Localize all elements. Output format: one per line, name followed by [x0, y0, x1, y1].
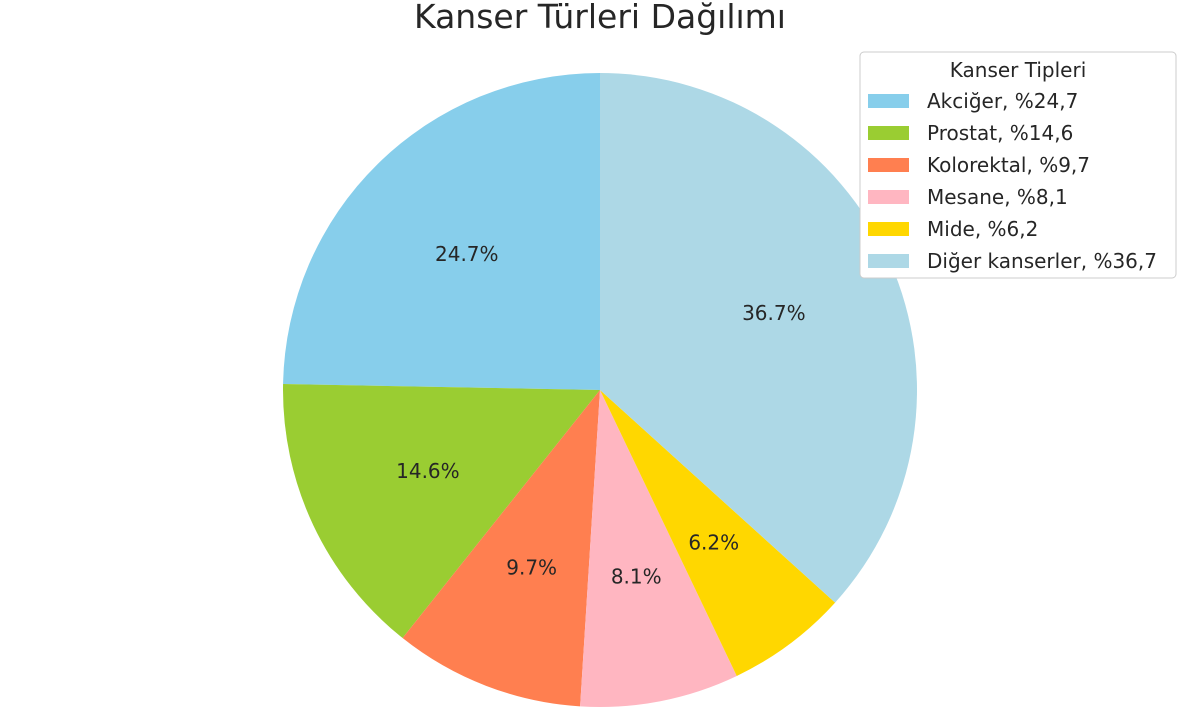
chart-title: Kanser Türleri Dağılımı [414, 0, 786, 36]
legend-swatch [868, 254, 909, 268]
legend-swatch [868, 190, 909, 204]
legend-title: Kanser Tipleri [950, 58, 1087, 82]
legend-swatch [868, 126, 909, 140]
legend-swatch [868, 222, 909, 236]
pie-slice-prostat [282, 384, 600, 639]
legend-label: Kolorektal, %9,7 [927, 153, 1090, 177]
pie-slice-akciğer [283, 73, 600, 390]
legend-items: Akciğer, %24,7 Prostat, %14,6 Kolorektal, … [868, 89, 1157, 273]
pie-slice-kolorektal [402, 390, 600, 707]
slice-label: 8.1% [611, 565, 662, 589]
pie-slice-mesane [580, 390, 737, 707]
slice-label: 6.2% [688, 530, 739, 554]
legend-swatch [868, 94, 909, 108]
pie-slice-mide [600, 390, 836, 676]
slice-label: 14.6% [396, 459, 460, 483]
legend: Kanser Tipleri Akciğer, %24,7 Prostat, %1… [859, 51, 1177, 279]
pie-slice-labels: 24.7% 14.6% 9.7% 8.1% 6.2% 36.7% [396, 242, 805, 588]
legend-label: Diğer kanserler, %36,7 [927, 249, 1157, 273]
legend-swatch [868, 158, 909, 172]
pie-slice-diğer-kanserler [600, 72, 917, 603]
legend-label: Mide, %6,2 [927, 217, 1038, 241]
slice-label: 24.7% [435, 242, 499, 266]
legend-label: Mesane, %8,1 [927, 185, 1068, 209]
pie-slices [282, 72, 917, 707]
slice-label: 9.7% [506, 555, 557, 579]
legend-frame [859, 51, 1177, 279]
legend-label: Prostat, %14,6 [927, 121, 1073, 145]
slice-label: 36.7% [742, 301, 806, 325]
legend-label: Akciğer, %24,7 [927, 89, 1078, 113]
